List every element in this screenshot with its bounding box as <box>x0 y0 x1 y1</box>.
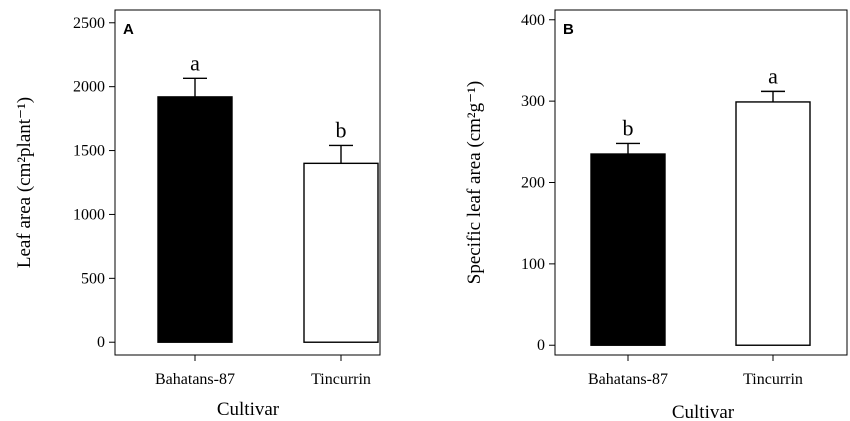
x-axis-title: Cultivar <box>217 399 280 420</box>
bar-0 <box>157 96 233 343</box>
bar-1 <box>303 162 379 343</box>
y-tick-label: 200 <box>521 175 545 192</box>
y-axis-title: Leaf area (cm²plant⁻¹) <box>14 97 35 268</box>
plot-frame <box>114 9 381 356</box>
chart-panel-a: A 0 500 1000 1500 2000 2500 a Bahatans-87 b Tincur… <box>14 9 381 420</box>
panel-label: B <box>563 21 574 38</box>
bar-1 <box>735 101 811 346</box>
significance-letter-0: b <box>623 115 634 140</box>
chart-panel-b: B 0 100 200 300 400 b Bahatans-87 a Tincurrin Cult… <box>464 9 848 421</box>
bar-0 <box>590 153 666 346</box>
significance-letter-1: a <box>768 63 778 88</box>
significance-letter-0: a <box>190 50 200 75</box>
significance-letter-1: b <box>336 117 347 142</box>
y-tick-label: 400 <box>521 12 545 29</box>
y-tick-label: 2500 <box>73 15 105 32</box>
y-tick-label: 300 <box>521 93 545 110</box>
y-axis-title: Specific leaf area (cm²g⁻¹) <box>464 81 485 284</box>
x-tick-label: Bahatans-87 <box>155 371 235 388</box>
x-axis-title: Cultivar <box>672 402 735 421</box>
x-tick-label: Bahatans-87 <box>588 371 668 388</box>
y-tick-label: 100 <box>521 256 545 273</box>
panel-label: A <box>123 21 134 38</box>
y-tick-label: 2000 <box>73 79 105 96</box>
x-tick-label: Tincurrin <box>743 371 803 388</box>
x-tick-label: Tincurrin <box>311 371 371 388</box>
y-tick-label: 0 <box>97 334 105 351</box>
y-tick-label: 500 <box>81 270 105 287</box>
y-tick-label: 1500 <box>73 143 105 160</box>
y-tick-label: 0 <box>537 337 545 354</box>
y-tick-label: 1000 <box>73 206 105 223</box>
